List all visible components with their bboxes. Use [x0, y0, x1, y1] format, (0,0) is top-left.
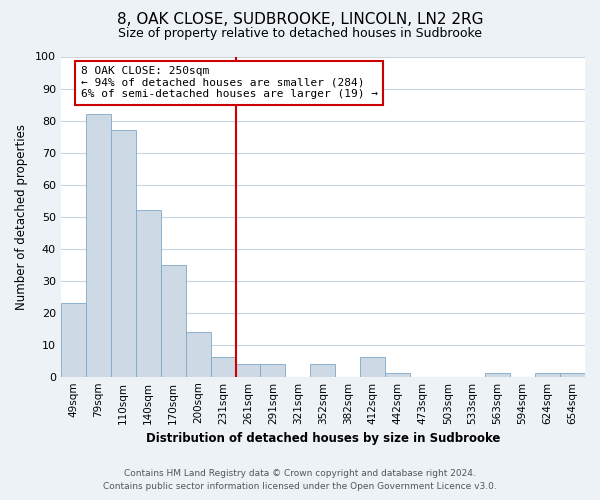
Bar	[185, 332, 211, 376]
Bar	[161, 264, 185, 376]
Bar	[86, 114, 111, 376]
Text: 8, OAK CLOSE, SUDBROOKE, LINCOLN, LN2 2RG: 8, OAK CLOSE, SUDBROOKE, LINCOLN, LN2 2R…	[117, 12, 483, 28]
Bar	[136, 210, 161, 376]
Bar	[560, 374, 585, 376]
Bar	[361, 358, 385, 376]
Bar	[61, 303, 86, 376]
Y-axis label: Number of detached properties: Number of detached properties	[15, 124, 28, 310]
Bar	[260, 364, 286, 376]
Bar	[385, 374, 410, 376]
Bar	[310, 364, 335, 376]
Bar	[485, 374, 510, 376]
Bar	[535, 374, 560, 376]
Text: Contains HM Land Registry data © Crown copyright and database right 2024.
Contai: Contains HM Land Registry data © Crown c…	[103, 469, 497, 491]
Text: 8 OAK CLOSE: 250sqm
← 94% of detached houses are smaller (284)
6% of semi-detach: 8 OAK CLOSE: 250sqm ← 94% of detached ho…	[81, 66, 378, 100]
Bar	[236, 364, 260, 376]
X-axis label: Distribution of detached houses by size in Sudbrooke: Distribution of detached houses by size …	[146, 432, 500, 445]
Text: Size of property relative to detached houses in Sudbrooke: Size of property relative to detached ho…	[118, 28, 482, 40]
Bar	[211, 358, 236, 376]
Bar	[111, 130, 136, 376]
